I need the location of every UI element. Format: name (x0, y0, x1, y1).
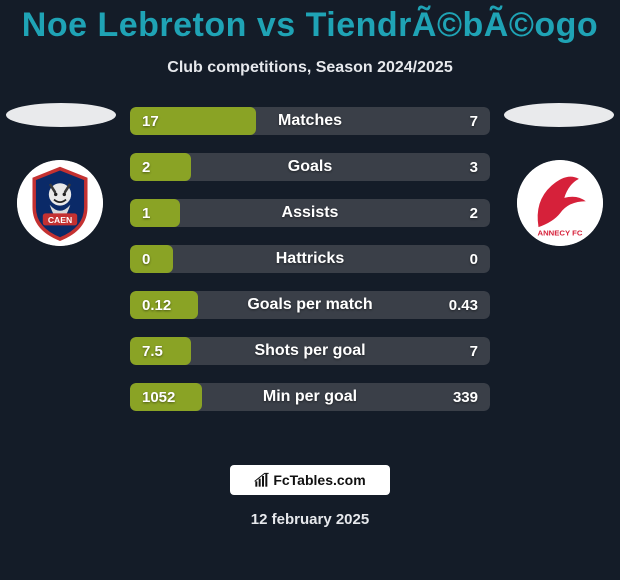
stat-row-bar (130, 383, 202, 411)
stat-rows: 177Matches 23Goals 12Assists 00Hattricks 0.1… (130, 107, 490, 411)
brand-chart-icon (254, 472, 270, 488)
stat-row: 12Assists (130, 199, 490, 227)
comparison-card: Noe Lebreton vs TiendrÃ©bÃ©ogo Club comp… (0, 0, 620, 580)
brand-badge: FcTables.com (230, 465, 390, 495)
crest-right-label: ANNECY FC (538, 229, 583, 238)
date-text: 12 february 2025 (0, 511, 620, 528)
stat-row: 177Matches (130, 107, 490, 135)
stat-row-bar (130, 107, 256, 135)
stat-row: 00Hattricks (130, 245, 490, 273)
crest-left: CAEN (17, 160, 103, 246)
crest-right: ANNECY FC (517, 160, 603, 246)
stat-row-bar (130, 337, 191, 365)
player-shadow-right (504, 103, 614, 127)
stat-row-bar (130, 245, 173, 273)
stat-row: 7.57Shots per goal (130, 337, 490, 365)
player-shadow-left (6, 103, 116, 127)
stat-row-bar (130, 291, 198, 319)
crest-caen-icon: CAEN (17, 160, 103, 246)
stat-row-bar (130, 153, 191, 181)
page-title: Noe Lebreton vs TiendrÃ©bÃ©ogo (0, 6, 620, 45)
stat-row: 0.120.43Goals per match (130, 291, 490, 319)
stat-row: 23Goals (130, 153, 490, 181)
stats-area: CAEN ANNECY FC 177Matches 23Goals 12Assist… (0, 107, 620, 437)
stat-row-bg (130, 245, 490, 273)
crest-annecy-icon: ANNECY FC (517, 160, 603, 246)
stat-row: 1052339Min per goal (130, 383, 490, 411)
subtitle: Club competitions, Season 2024/2025 (0, 59, 620, 77)
stat-row-bg (130, 199, 490, 227)
stat-row-bar (130, 199, 180, 227)
brand-text: FcTables.com (273, 472, 365, 488)
crest-left-label: CAEN (48, 215, 72, 225)
